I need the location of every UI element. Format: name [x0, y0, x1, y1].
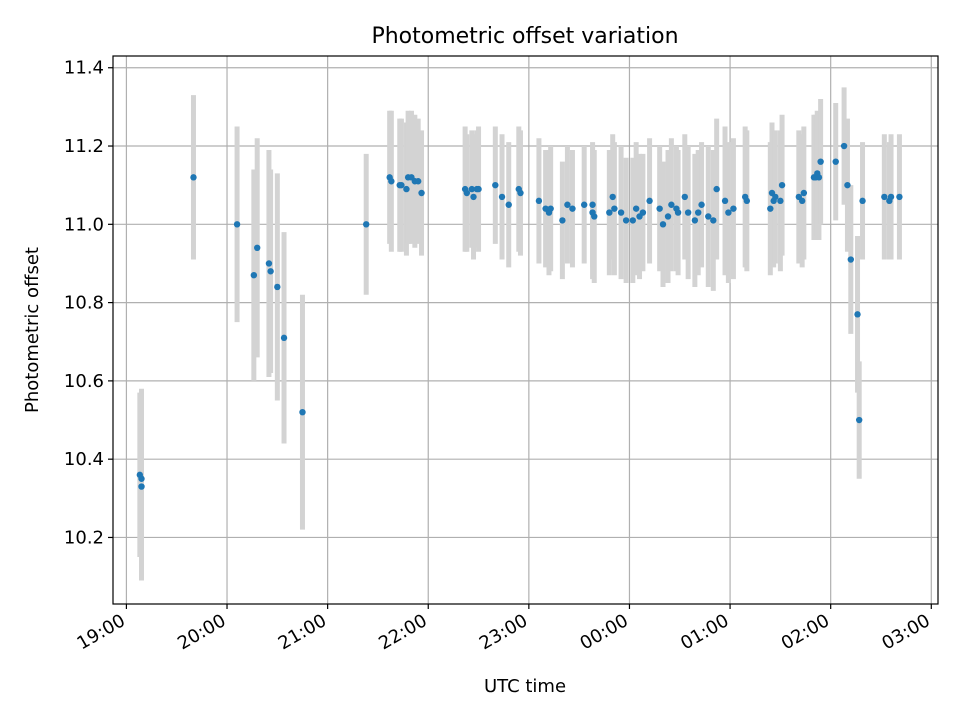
data-point [617, 209, 625, 216]
data-point [475, 185, 482, 193]
data-point [664, 213, 672, 220]
data-point [418, 189, 425, 197]
data-point [730, 205, 737, 212]
data-point [470, 193, 477, 201]
data-point [398, 181, 405, 189]
data-point [859, 197, 866, 205]
data-point [280, 334, 288, 342]
data-point [881, 193, 888, 201]
y-tick-label: 10.6 [64, 371, 104, 392]
data-point [854, 311, 861, 318]
data-point [777, 197, 784, 205]
data-point [589, 201, 596, 208]
data-point [254, 244, 261, 251]
data-point [778, 181, 786, 189]
data-point [629, 217, 637, 224]
data-point [668, 201, 675, 208]
data-point [800, 189, 808, 197]
data-point [609, 193, 616, 201]
data-points [136, 142, 903, 490]
data-point [691, 217, 699, 224]
data-point [363, 221, 370, 228]
data-point [535, 197, 543, 205]
data-point [388, 178, 395, 185]
data-point [138, 475, 145, 482]
data-point [267, 268, 274, 275]
data-point [698, 201, 705, 208]
data-point [844, 181, 851, 189]
y-tick-label: 10.4 [64, 449, 104, 470]
data-point [591, 213, 598, 220]
data-point [659, 221, 667, 228]
plot-frame [112, 55, 939, 605]
data-point [725, 209, 732, 216]
data-point [468, 185, 476, 193]
y-axis-ticks: 10.2 10.4 10.6 10.8 11.0 11.2 11.4 [64, 58, 113, 548]
data-point [887, 193, 895, 201]
data-point [767, 205, 774, 212]
y-tick-label: 11.4 [64, 58, 104, 79]
data-point [681, 193, 688, 201]
data-point [138, 483, 145, 490]
data-point [564, 201, 571, 208]
data-point [498, 193, 506, 201]
data-point [847, 256, 855, 263]
data-point [517, 189, 524, 197]
data-point [250, 272, 258, 279]
data-point [414, 178, 422, 185]
data-point [896, 193, 903, 201]
data-point [815, 174, 823, 181]
data-point [274, 283, 281, 291]
y-tick-label: 11.0 [64, 214, 104, 235]
data-point [606, 209, 613, 216]
data-point [547, 205, 554, 212]
data-point [713, 185, 720, 193]
data-point [855, 416, 863, 424]
data-point [656, 205, 663, 212]
data-point [403, 185, 410, 193]
data-point [684, 209, 692, 216]
data-point [463, 189, 471, 197]
data-point [492, 181, 499, 189]
data-point [705, 213, 712, 220]
data-point [695, 209, 702, 216]
data-point [233, 221, 241, 228]
y-tick-label: 10.2 [64, 527, 104, 548]
data-point [840, 142, 848, 150]
data-point [632, 205, 640, 212]
data-point [505, 201, 512, 208]
data-point [721, 197, 729, 205]
data-point [299, 409, 306, 416]
data-point [611, 205, 618, 212]
data-point [817, 158, 824, 165]
data-point [639, 209, 647, 216]
x-axis-label: UTC time [484, 676, 566, 697]
data-point [622, 217, 630, 224]
data-point [710, 217, 717, 224]
chart-title: Photometric offset variation [371, 24, 678, 49]
data-point [832, 158, 839, 165]
data-point [674, 209, 682, 216]
data-point [265, 260, 273, 267]
data-point [743, 197, 751, 205]
data-point [772, 193, 779, 201]
data-point [798, 197, 806, 205]
data-point [559, 217, 566, 224]
data-point [190, 174, 197, 181]
y-tick-label: 10.8 [64, 293, 104, 314]
data-point [569, 205, 576, 212]
data-point [646, 197, 653, 205]
y-axis-label: Photometric offset [22, 247, 43, 413]
y-tick-label: 11.2 [64, 136, 104, 157]
data-point [580, 201, 588, 208]
